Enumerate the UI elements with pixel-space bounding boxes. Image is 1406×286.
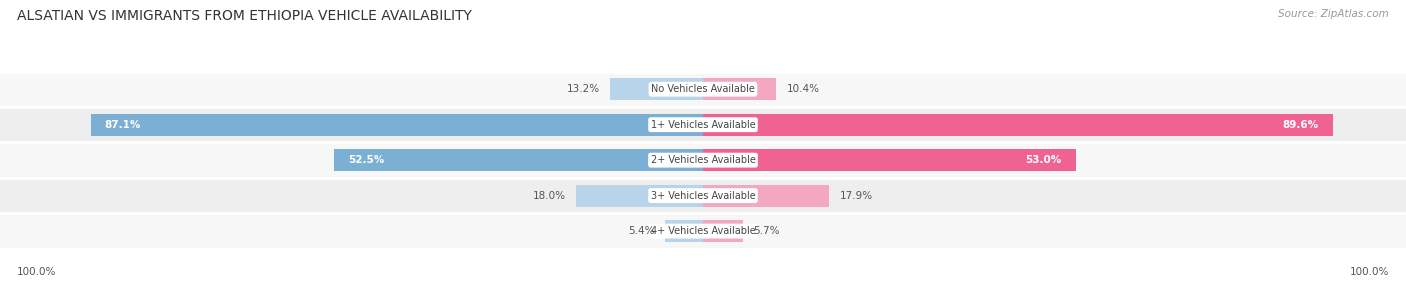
Text: 100.0%: 100.0% <box>1350 267 1389 277</box>
Bar <box>0 213 1406 249</box>
Text: ALSATIAN VS IMMIGRANTS FROM ETHIOPIA VEHICLE AVAILABILITY: ALSATIAN VS IMMIGRANTS FROM ETHIOPIA VEH… <box>17 9 472 23</box>
Text: 89.6%: 89.6% <box>1282 120 1319 130</box>
Bar <box>703 220 744 242</box>
Text: 5.7%: 5.7% <box>754 226 780 236</box>
Text: 53.0%: 53.0% <box>1025 155 1062 165</box>
Bar <box>335 149 703 171</box>
Text: 18.0%: 18.0% <box>533 191 565 200</box>
Text: 52.5%: 52.5% <box>349 155 384 165</box>
Bar <box>703 185 830 206</box>
Bar <box>703 78 776 100</box>
Text: 5.4%: 5.4% <box>628 226 654 236</box>
Text: 87.1%: 87.1% <box>105 120 141 130</box>
Bar <box>0 178 1406 213</box>
Bar <box>91 114 703 136</box>
Text: 100.0%: 100.0% <box>17 267 56 277</box>
Bar <box>0 72 1406 107</box>
Bar <box>0 107 1406 142</box>
Text: No Vehicles Available: No Vehicles Available <box>651 84 755 94</box>
Text: 17.9%: 17.9% <box>839 191 873 200</box>
Bar <box>665 220 703 242</box>
Bar <box>703 149 1076 171</box>
Text: 2+ Vehicles Available: 2+ Vehicles Available <box>651 155 755 165</box>
Bar <box>576 185 703 206</box>
Bar <box>703 114 1333 136</box>
Bar <box>610 78 703 100</box>
Text: 3+ Vehicles Available: 3+ Vehicles Available <box>651 191 755 200</box>
Text: 13.2%: 13.2% <box>567 84 599 94</box>
Text: Source: ZipAtlas.com: Source: ZipAtlas.com <box>1278 9 1389 19</box>
Bar <box>0 142 1406 178</box>
Text: 1+ Vehicles Available: 1+ Vehicles Available <box>651 120 755 130</box>
Text: 10.4%: 10.4% <box>787 84 820 94</box>
Text: 4+ Vehicles Available: 4+ Vehicles Available <box>651 226 755 236</box>
